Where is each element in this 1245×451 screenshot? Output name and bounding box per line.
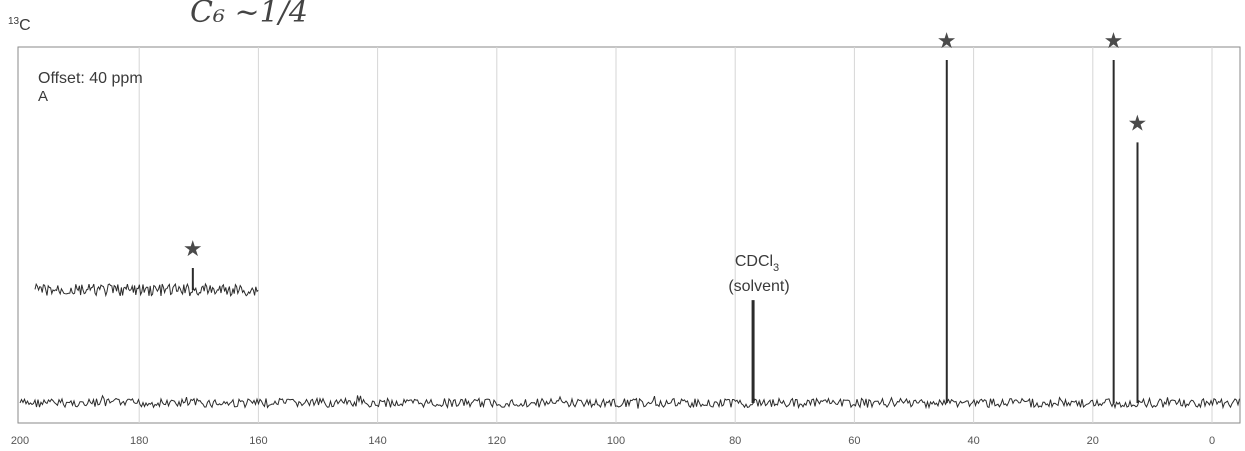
x-tick-label-100: 100	[607, 435, 625, 447]
x-tick-label-80: 80	[729, 435, 741, 447]
solvent-formula: CDCl	[735, 253, 773, 270]
solvent-label-line1: CDCl3	[735, 253, 779, 274]
nucleus-mass: 13	[8, 16, 20, 27]
x-axis-ticks: 200 180 160 140 120 100 80 60 40 20 0	[11, 435, 1215, 447]
main-trace-baseline	[19, 394, 1240, 410]
x-tick-label-160: 160	[249, 435, 267, 447]
star-mark-16.5: ★	[1104, 29, 1124, 54]
x-tick-label-40: 40	[967, 435, 979, 447]
offset-label: Offset: 40 ppm	[38, 70, 143, 87]
plot-frame	[17, 46, 1241, 424]
offset-trace-baseline	[34, 282, 259, 298]
header-scribble: C₆ ~1/4	[190, 0, 308, 30]
nucleus-symbol: C	[19, 17, 31, 34]
x-tick-label-140: 140	[368, 435, 386, 447]
x-tick-label-200: 200	[11, 435, 29, 447]
x-tick-label-20: 20	[1087, 435, 1099, 447]
x-tick-label-60: 60	[848, 435, 860, 447]
solvent-label-line2: (solvent)	[728, 278, 789, 295]
grid-lines	[138, 47, 1213, 423]
panel-label: A	[38, 88, 48, 105]
x-tick-label-180: 180	[130, 435, 148, 447]
star-mark-44.5: ★	[937, 29, 957, 54]
peak-markers: ★ ★ ★ ★	[183, 29, 1147, 262]
x-tick-label-0: 0	[1209, 435, 1215, 447]
spectrum-traces	[19, 282, 1240, 410]
x-tick-label-120: 120	[488, 435, 506, 447]
nucleus-label: 13C	[8, 16, 31, 34]
star-mark-171: ★	[183, 237, 203, 262]
star-mark-12.5: ★	[1128, 111, 1148, 136]
solvent-subscript: 3	[773, 262, 779, 274]
peak-lines	[191, 60, 1139, 403]
